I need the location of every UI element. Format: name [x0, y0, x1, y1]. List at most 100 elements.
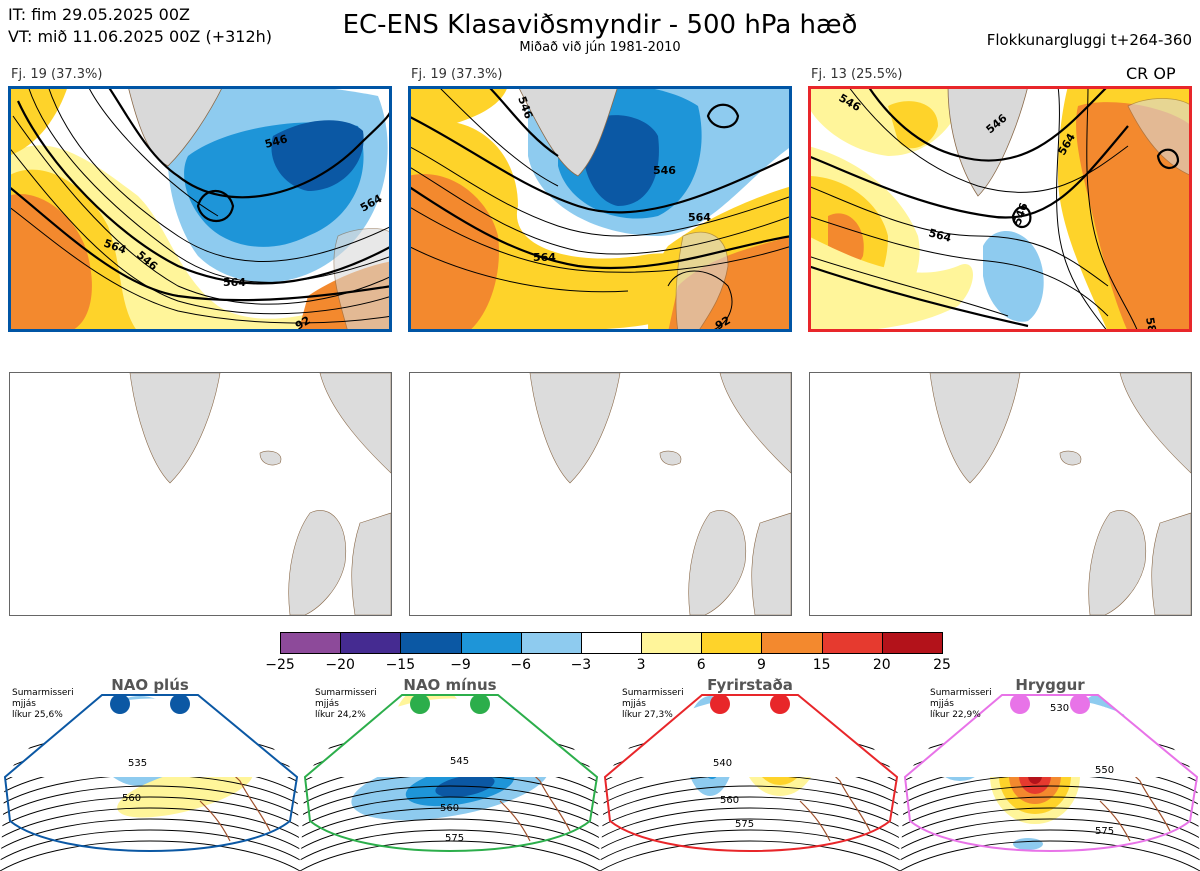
colorbar-tick-label: 9	[756, 657, 766, 673]
anomaly-gold-nw	[408, 86, 508, 136]
regime-info-line: Sumarmisseri	[622, 688, 684, 698]
greenland-land	[529, 372, 621, 484]
anomaly-gold-n	[888, 101, 938, 149]
regime-anomaly	[95, 696, 185, 786]
regime-anomaly	[1013, 838, 1043, 850]
colorbar-tick-label: −15	[385, 657, 416, 673]
cluster-map-3-border	[808, 86, 1192, 332]
empty-map-2	[409, 372, 792, 616]
regime-marker	[110, 694, 130, 714]
colorbar-tick-label: −25	[265, 657, 295, 673]
regime-probability: Sumarmisseri mjjás líkur 24,2%	[315, 688, 377, 721]
contour-label: 564	[533, 251, 556, 264]
cluster-map-1-border	[8, 86, 392, 332]
colorbar-segment	[701, 632, 763, 654]
regime-anomaly	[415, 714, 445, 744]
contour-label: 92	[713, 314, 733, 332]
empty-map-3-svg	[929, 372, 1192, 616]
regime-contour-label: 575	[1095, 826, 1114, 837]
colorbar-segment	[821, 632, 883, 654]
regime-marker	[710, 694, 730, 714]
regime-fan: 540 560 575	[600, 694, 900, 871]
regime-probability: Sumarmisseri mjjás líkur 22,9%	[930, 688, 992, 721]
regime-contour-label: 575	[735, 819, 754, 830]
regime-fan-outline	[3, 694, 299, 852]
colorbar-segment	[881, 632, 943, 654]
regime-anomaly	[1091, 718, 1109, 754]
regime-anomaly	[935, 741, 985, 781]
regime-title: Fyrirstaða	[707, 676, 793, 694]
colorbar-segment	[400, 632, 462, 654]
regime-info-line: líkur 25,6%	[12, 710, 63, 720]
contour-label: 564	[927, 226, 953, 245]
contour-label: 564	[688, 211, 711, 224]
regime-fan: 545 560 575	[300, 694, 600, 871]
anomaly-darkblue	[582, 115, 659, 206]
greenland-land	[129, 372, 221, 484]
contour-label: 92	[293, 314, 313, 332]
regime-info-line: mjjás	[12, 699, 36, 709]
anomaly-orange	[8, 194, 92, 332]
contour-label: 546	[653, 164, 676, 177]
regime-info-line: líkur 22,9%	[930, 710, 981, 720]
classification-window: Flokkunargluggi t+264-360	[986, 31, 1192, 49]
colorbar-tick-label: −6	[510, 657, 532, 673]
scandinavia-land	[319, 372, 392, 474]
regime-contour-label: 545	[450, 756, 469, 767]
initial-time: IT: fim 29.05.2025 00Z	[8, 5, 190, 24]
regime-anomaly	[1009, 748, 1061, 804]
cluster-map-2-svg: 546 546 564 564 92	[408, 86, 792, 332]
empty-map-2-svg	[529, 372, 792, 616]
regime-fan: 535 560	[0, 694, 300, 871]
regime-anomaly	[685, 696, 735, 796]
regime-probability: Sumarmisseri mjjás líkur 25,6%	[12, 688, 74, 721]
regime-anomaly	[752, 717, 808, 785]
regime-title: Hryggur	[1015, 676, 1085, 694]
contour-label: 546	[263, 132, 289, 151]
regime-fan-outline	[303, 694, 599, 852]
regime-title: NAO plús	[111, 676, 189, 694]
regime-fan: 530 550 575	[900, 694, 1200, 871]
regime-contour-label: 535	[128, 758, 147, 769]
regime-title: NAO mínus	[403, 676, 497, 694]
scandinavia-land	[719, 372, 792, 474]
regime-marker	[1070, 694, 1090, 714]
anomaly-lightblue	[983, 231, 1044, 322]
greenland-land	[947, 86, 1029, 197]
regime-info-line: Sumarmisseri	[930, 688, 992, 698]
colorbar-segment	[641, 632, 703, 654]
regime-contour-label: 575	[445, 833, 464, 844]
britain-land	[688, 510, 747, 616]
panel-2-label: Fj. 19 (37.3%)	[411, 67, 503, 82]
regime-anomaly	[395, 695, 465, 756]
colorbar-tick-label: 20	[872, 657, 891, 673]
colorbar-segment	[280, 632, 342, 654]
colorbar-segment	[460, 632, 522, 654]
regime-anomaly	[762, 725, 798, 773]
greenland-land	[127, 86, 224, 167]
regime-marker	[1010, 694, 1030, 714]
empty-map-3	[809, 372, 1192, 616]
empty-map-1-svg	[129, 372, 392, 616]
colorbar-tick-label: 3	[636, 657, 646, 673]
colorbar-tick-label: 6	[696, 657, 706, 673]
regime-contour-label: 540	[713, 758, 732, 769]
anomaly-yellow-sw	[808, 236, 973, 332]
anomaly-orange-e	[1076, 102, 1192, 332]
regime-anomaly	[1019, 758, 1051, 794]
regime-anomaly	[770, 732, 790, 760]
europe-land	[675, 231, 729, 332]
contour-label: 564	[223, 276, 246, 289]
greenland-land	[929, 372, 1021, 484]
regime-info-line: líkur 27,3%	[622, 710, 673, 720]
anomaly-orange	[408, 174, 499, 332]
regime-info-line: mjjás	[930, 699, 954, 709]
regime-anomaly	[1082, 706, 1118, 766]
regime-contour-label: 560	[440, 803, 459, 814]
regime-info-line: mjjás	[315, 699, 339, 709]
regime-contour-label: 560	[122, 793, 141, 804]
cr-op-label: CR OP	[1126, 64, 1176, 83]
regime-info-line: líkur 24,2%	[315, 710, 366, 720]
regime-marker	[410, 694, 430, 714]
europe-land	[351, 512, 392, 616]
